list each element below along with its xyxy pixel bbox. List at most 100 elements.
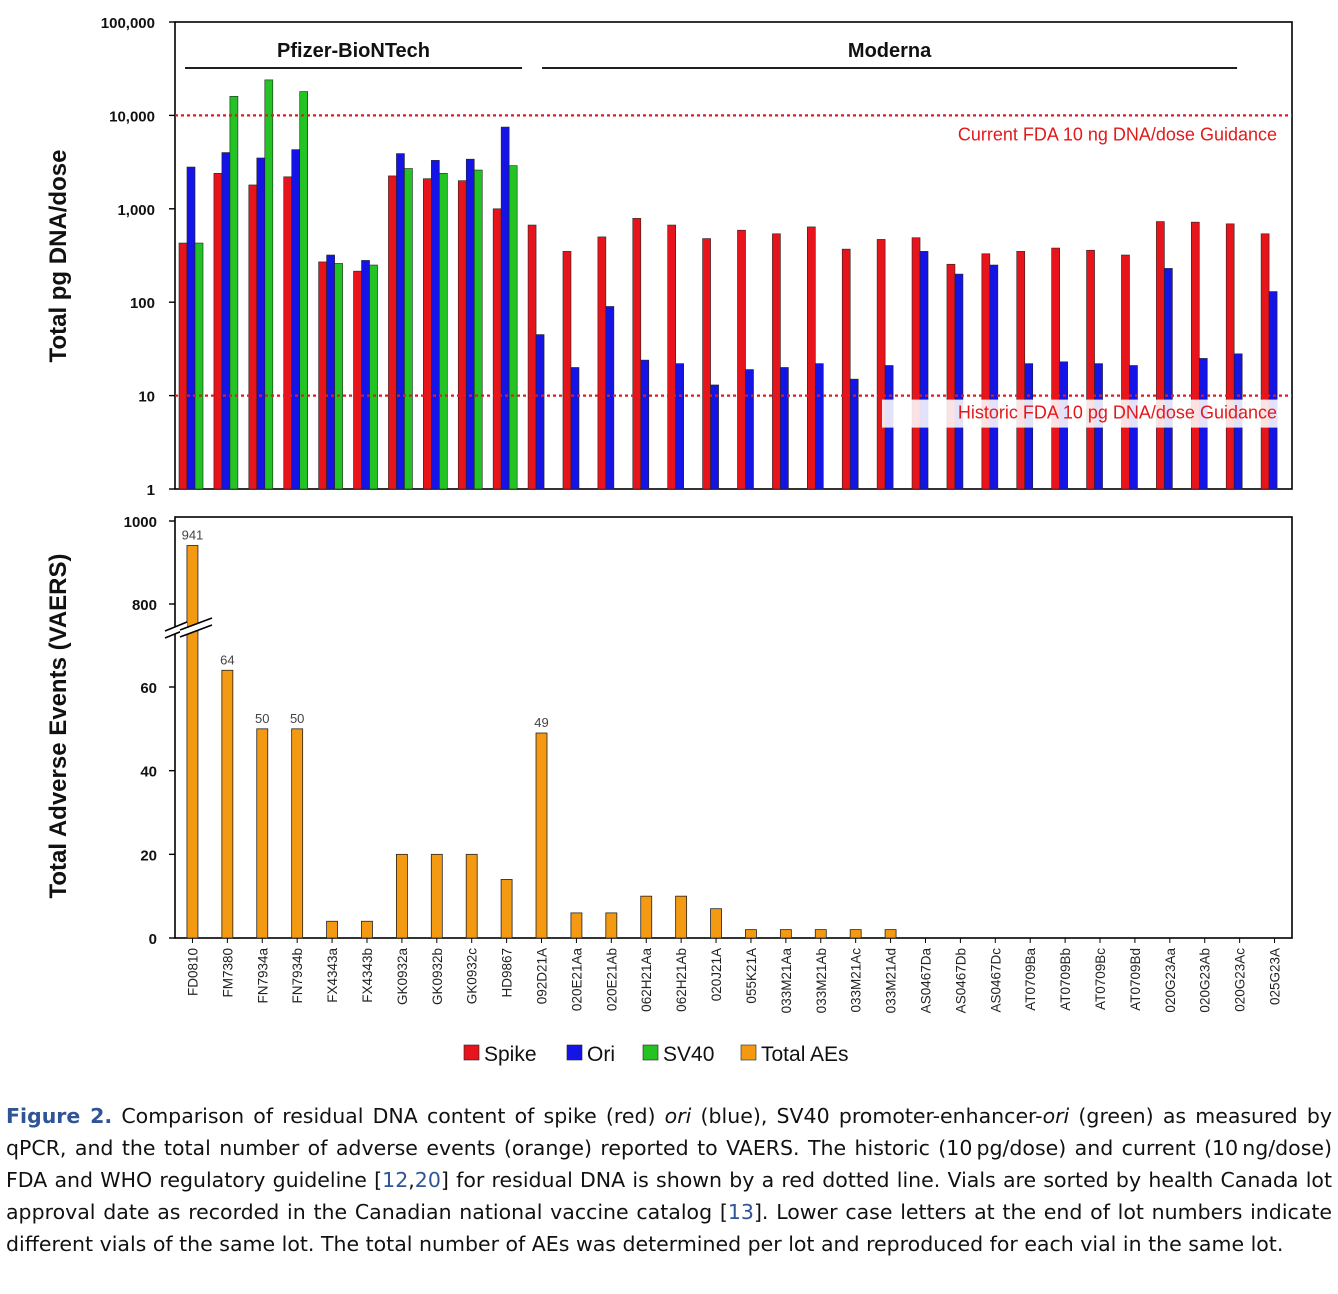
bar-spike (283, 176, 293, 490)
bar-sv40 (334, 263, 343, 490)
bar-total-aes (256, 728, 269, 939)
bar-ori (465, 158, 475, 490)
bar-ori (291, 149, 301, 490)
category-label: AS0467Dc (988, 948, 1003, 1013)
bar-spike (457, 180, 467, 490)
bar-ori (361, 260, 370, 490)
bar-ori (745, 369, 754, 490)
bar-ori (186, 166, 196, 490)
caption-text: (green) as measured by qPCR, and the tot… (6, 1104, 1332, 1192)
caption-text: (blue), SV40 promoter-enhancer- (691, 1104, 1043, 1128)
category-label: HD9867 (500, 948, 515, 998)
bottom-plot-frame (174, 516, 1293, 939)
citation-link[interactable]: 12 (382, 1168, 409, 1192)
top-y-tick-label: 1 (147, 482, 155, 499)
bottom-y-axis-title: Total Adverse Events (VAERS) (45, 554, 72, 899)
bar-sv40 (439, 172, 448, 490)
bar-spike (597, 236, 607, 490)
bar-ori (605, 306, 615, 490)
bar-spike (702, 238, 711, 490)
bar-total-aes (291, 728, 304, 939)
bar-ori (849, 378, 859, 490)
bar-spike (911, 237, 921, 490)
legend-swatch-ori (566, 1044, 583, 1061)
bar-sv40 (404, 168, 413, 490)
legend-swatch-sv40 (642, 1044, 659, 1061)
legend-label: Total AEs (761, 1043, 849, 1066)
group-label: Pfizer-BioNTech (277, 40, 430, 62)
bar-sv40 (369, 264, 378, 490)
top-y-tick-label: 100,000 (101, 15, 155, 32)
bar-ori (919, 251, 929, 490)
bar-ori (640, 359, 650, 490)
citation-link[interactable]: 13 (727, 1200, 754, 1224)
category-label: FM7380 (220, 948, 235, 998)
bar-total-aes (430, 853, 443, 939)
data-label: 941 (182, 527, 204, 542)
bar-total-aes (465, 853, 478, 939)
bar-spike (527, 224, 537, 490)
category-label: GK0932a (395, 948, 410, 1006)
top-y-tick-label: 10 (138, 389, 155, 406)
category-label: 092D21A (535, 948, 550, 1004)
bar-ori (780, 367, 789, 490)
bar-total-aes (570, 912, 583, 939)
bar-spike (807, 226, 816, 490)
category-label: AT0709Bc (1093, 948, 1108, 1010)
category-label: FX4343b (360, 948, 375, 1003)
figure-chart: 1 10 100 1,000 10,000 100,000 Pfizer-BioNTech… (45, 15, 1293, 1066)
bar-spike (737, 229, 746, 490)
bottom-y-tick-label: 20 (140, 847, 157, 864)
category-label: AT0709Bd (1128, 948, 1143, 1011)
citation-link[interactable]: 20 (414, 1168, 441, 1192)
bar-ori (221, 152, 231, 490)
bar-ori (326, 254, 335, 490)
bar-ori (431, 160, 440, 490)
bar-spike (318, 261, 327, 490)
category-label: 020E21Aa (569, 948, 584, 1012)
bar-total-aes (326, 920, 338, 939)
bar-spike (248, 184, 258, 490)
bar-spike (876, 239, 886, 490)
top-y-axis-title: Total pg DNA/dose (45, 150, 72, 363)
bar-sv40 (508, 165, 518, 490)
bar-ori (989, 264, 999, 490)
bar-spike (1086, 249, 1095, 490)
category-label: FN7934b (290, 948, 305, 1004)
bar-sv40 (194, 242, 204, 490)
bar-spike (1121, 254, 1130, 490)
legend-label: Ori (587, 1043, 615, 1066)
bar-ori (256, 157, 266, 490)
legend-swatch-spike (463, 1044, 480, 1061)
bar-total-aes (221, 669, 234, 939)
guidance-label: Historic FDA 10 pg DNA/dose Guidance (958, 403, 1277, 423)
caption-text: ] for residual DNA is shown by a red dot… (6, 1168, 1332, 1224)
category-label: 033M21Ad (884, 948, 899, 1013)
bar-spike (841, 248, 851, 490)
bar-total-aes (675, 895, 688, 939)
category-label: 062H21Ab (674, 948, 689, 1012)
figure-label: Figure 2. (6, 1104, 113, 1128)
bar-total-aes (361, 920, 373, 939)
bottom-y-tick-label: 800 (132, 597, 157, 614)
legend: Spike Ori SV40 Total AEs (463, 1043, 849, 1066)
legend-label: Spike (484, 1043, 537, 1066)
category-label: 055K21A (744, 948, 759, 1004)
data-label: 50 (290, 711, 304, 726)
category-label: AS0467Da (918, 948, 933, 1014)
category-labels: FD0810 FM7380 FN7934a FN7934b FX4343a FX4343b… (185, 938, 1283, 1014)
bar-ori (1268, 291, 1278, 490)
bar-ori (535, 334, 545, 490)
dna-content-chart: 1 10 100 1,000 10,000 100,000 Pfizer-BioNTech… (45, 15, 1293, 499)
legend-label: SV40 (663, 1043, 714, 1066)
bar-ori (815, 363, 824, 490)
bar-spike (1190, 221, 1200, 490)
category-label: GK0932b (430, 948, 445, 1005)
bar-sv40 (229, 96, 239, 490)
bar-spike (213, 172, 223, 490)
category-label: FN7934a (255, 948, 270, 1004)
bar-total-aes (849, 929, 862, 939)
bottom-y-tick-label: 60 (140, 680, 157, 697)
caption-ori-term: ori (1042, 1104, 1070, 1128)
category-label: 020J21A (709, 948, 724, 1001)
